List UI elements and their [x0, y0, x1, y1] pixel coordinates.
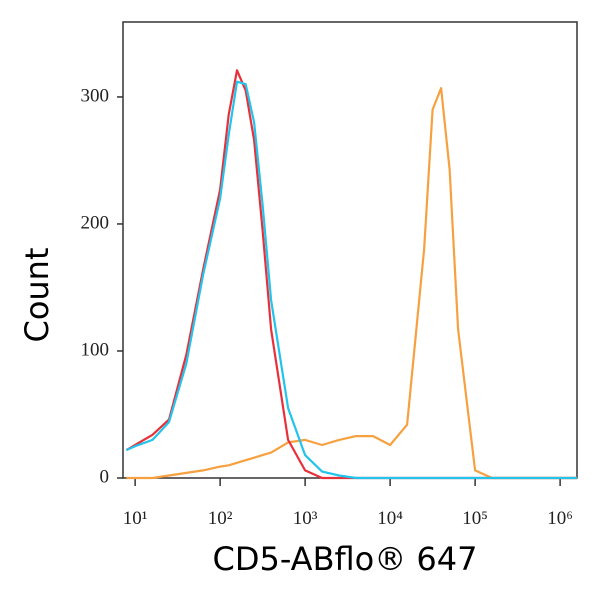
y-axis-title: Count — [18, 247, 56, 342]
y-tick-label: 100 — [81, 339, 110, 360]
plot-frame — [122, 21, 578, 479]
x-axis-title: CD5-ABflo® 647 — [212, 540, 477, 578]
series-line — [125, 80, 578, 480]
x-tick-label: 10⁵ — [462, 508, 488, 529]
series-line — [126, 87, 578, 480]
y-tick-label: 200 — [81, 212, 110, 233]
y-tick-label: 0 — [100, 466, 110, 487]
x-tick-label: 10⁶ — [547, 508, 573, 529]
y-tick-label: 300 — [81, 85, 110, 106]
x-tick-label: 10² — [208, 508, 233, 529]
series-line — [125, 69, 578, 480]
x-tick-label: 10³ — [293, 508, 318, 529]
x-tick-label: 10¹ — [123, 508, 148, 529]
x-tick-label: 10⁴ — [377, 508, 403, 529]
